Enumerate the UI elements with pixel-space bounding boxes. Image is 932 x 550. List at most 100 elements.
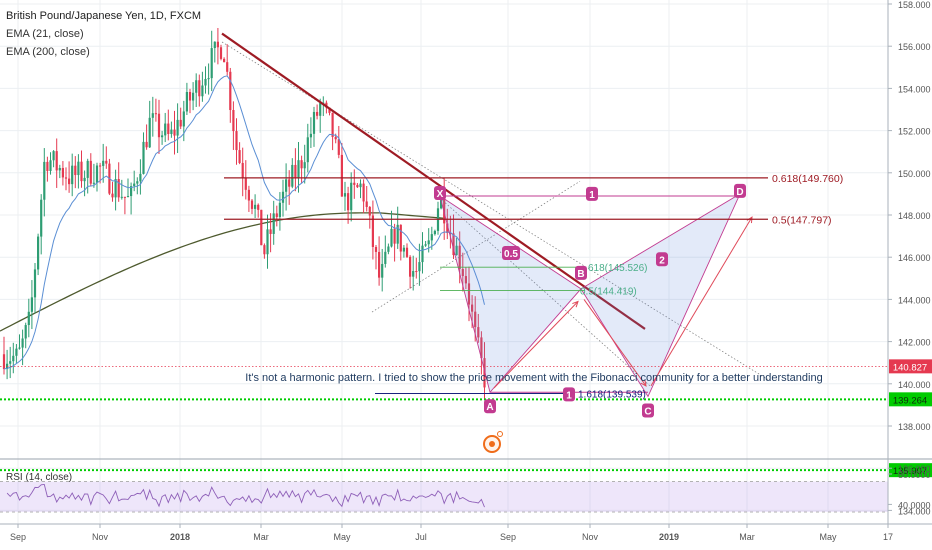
time-tick-label: 2019 [659,532,679,542]
candle-body [232,110,235,132]
candle-body [185,91,188,112]
candle-body [15,348,18,356]
dotted-xc-line [439,197,651,387]
candle-body [449,233,452,235]
pattern-markers: X A B C D 1 2 0.5 1 [434,183,746,418]
price-tick-label: 134.000 [898,506,931,516]
candle-body [340,154,343,197]
candle-body [334,136,337,140]
leg-marker-2-label: 2 [659,255,665,266]
candle-body [427,240,430,245]
candle-body [238,150,241,163]
alert-clock-icon[interactable] [483,431,503,453]
price-tick-label: 158.000 [898,0,931,10]
candle-body [418,262,421,272]
candle-body [461,268,464,277]
price-tick-label: 144.000 [898,295,931,305]
price-tick-label: 146.000 [898,253,931,263]
candle-body [223,58,226,63]
price-tick-label: 136.000 [898,464,931,474]
annotation-text: It's not a harmonic pattern. I tried to … [245,372,822,384]
rsi-band [0,481,888,512]
candle-body [216,41,219,48]
candle-body [133,183,136,187]
candle-body [272,213,275,234]
candle-body [384,251,387,264]
candle-body [164,123,167,136]
time-tick-label: Mar [739,532,755,542]
candle-body [170,129,173,135]
candle-body [95,165,99,183]
time-tick-label: May [819,532,837,542]
candle-body [303,162,306,169]
candle-body [471,304,474,312]
candle-body [86,160,89,178]
candle-body [452,233,455,256]
time-tick-label: Nov [582,532,599,542]
candle-body [297,160,300,178]
candle-body [213,41,216,49]
candle-body [474,311,477,328]
time-tick-label: May [333,532,351,542]
candle-body [61,167,64,178]
candle-body [30,297,33,312]
candle-body [24,325,27,339]
candle-body [46,161,49,171]
candle-body [483,358,486,388]
fib-05-label: 0.5(147.797) [772,214,832,226]
candle-body [167,123,170,135]
candle-body [467,283,471,305]
candle-body [9,361,12,364]
candle-body [77,161,80,176]
fib-0618-label: 0.618(149.760) [772,173,843,185]
arrow-b-c-head [640,379,647,387]
candle-body [443,193,446,224]
point-x-marker-label: X [437,189,444,200]
candle-body [235,131,238,151]
green-level-badge [889,463,932,478]
candle-body [33,269,37,298]
candle-body [368,206,371,216]
leg-marker-2 [656,252,668,267]
candle-body [257,204,260,210]
candle-body [99,165,102,167]
candle-body [306,137,309,163]
green-level-text: 135.907 [893,466,927,477]
candle-body [250,200,254,209]
time-tick-label: 17 [883,532,893,542]
candle-body [161,135,164,138]
candle-body [68,178,71,185]
candle-body [381,263,384,278]
candle-body [219,47,223,59]
candle-body [266,229,269,255]
candle-body [371,215,374,247]
candle-body [18,347,21,349]
point-d-marker-label: D [736,187,743,198]
candle-body [74,165,77,176]
candle-body [136,181,139,184]
candle-body [458,245,461,269]
price-tick-label: 152.000 [898,127,931,137]
candle-body [145,141,148,148]
leg-marker-1b [563,387,575,402]
candle-body [399,224,402,252]
candle-body [331,112,334,137]
candle-body [396,224,399,244]
candle-body [176,119,179,136]
candle-body [179,119,182,127]
arrow-a-b-head [572,300,579,308]
green-level-text: 139.264 [893,395,927,406]
chart-title: British Pound/Japanese Yen, 1D, FXCM [6,10,202,22]
price-tick-label: 156.000 [898,42,931,52]
point-d-marker [734,183,746,198]
candle-body [102,160,105,166]
candle-body [80,161,83,182]
candle-body [105,160,108,164]
arrow-b-c [583,299,647,387]
candle-body [210,48,213,79]
candle-body [126,196,130,198]
candle-body [207,78,210,80]
point-a-marker-label: A [486,402,493,413]
candle-body [241,162,244,178]
